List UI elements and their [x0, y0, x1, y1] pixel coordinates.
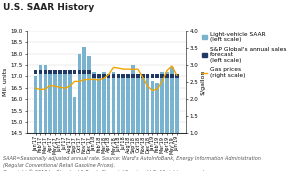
Bar: [78, 54, 81, 171]
Bar: [73, 97, 76, 171]
Text: Copyright © 2019 by Standard & Poor's Financial Services LLC. All rights reserve: Copyright © 2019 by Standard & Poor's Fi…: [3, 169, 205, 171]
Bar: [39, 65, 42, 171]
Bar: [68, 72, 71, 171]
Bar: [151, 81, 154, 171]
Bar: [151, 74, 154, 78]
Bar: [73, 70, 76, 74]
Bar: [165, 74, 169, 78]
Bar: [87, 70, 91, 74]
Bar: [131, 74, 135, 78]
Bar: [97, 76, 101, 171]
Bar: [170, 67, 174, 171]
Bar: [117, 76, 120, 171]
Bar: [34, 76, 37, 171]
Bar: [39, 70, 42, 74]
Bar: [155, 83, 159, 171]
Bar: [97, 74, 101, 78]
Text: SAAR=Seasonally adjusted annual rate. Source: Ward's AutoInfoBank, Energy Inform: SAAR=Seasonally adjusted annual rate. So…: [3, 156, 261, 161]
Bar: [146, 74, 149, 78]
Bar: [63, 70, 67, 74]
Bar: [136, 74, 140, 78]
Y-axis label: $/gallon: $/gallon: [201, 69, 206, 95]
Text: U.S. SAAR History: U.S. SAAR History: [3, 3, 94, 12]
Bar: [122, 76, 125, 171]
Bar: [117, 74, 120, 78]
Bar: [44, 70, 47, 74]
Bar: [136, 74, 140, 171]
Bar: [58, 72, 62, 171]
Bar: [160, 72, 164, 171]
Bar: [155, 74, 159, 78]
Bar: [83, 47, 86, 171]
Bar: [107, 74, 110, 171]
Bar: [112, 74, 115, 78]
Bar: [126, 74, 130, 78]
Legend: Light-vehicle SAAR
(left scale), S&P Global's annual sales
forecast
(left scale): Light-vehicle SAAR (left scale), S&P Glo…: [201, 32, 286, 78]
Bar: [141, 74, 145, 171]
Bar: [122, 74, 125, 78]
Bar: [48, 72, 52, 171]
Bar: [141, 74, 145, 78]
Bar: [44, 65, 47, 171]
Bar: [92, 72, 96, 171]
Bar: [83, 70, 86, 74]
Bar: [34, 70, 37, 74]
Bar: [58, 70, 62, 74]
Bar: [107, 74, 110, 78]
Bar: [175, 74, 178, 78]
Bar: [131, 65, 135, 171]
Bar: [175, 76, 178, 171]
Bar: [160, 74, 164, 78]
Bar: [146, 74, 149, 171]
Bar: [53, 72, 57, 171]
Bar: [165, 72, 169, 171]
Bar: [78, 70, 81, 74]
Bar: [87, 56, 91, 171]
Bar: [102, 72, 106, 171]
Bar: [102, 74, 106, 78]
Text: (Regular Conventional Retail Gasoline Prices).: (Regular Conventional Retail Gasoline Pr…: [3, 163, 115, 168]
Y-axis label: Mil. units: Mil. units: [3, 68, 8, 96]
Bar: [63, 72, 67, 171]
Bar: [53, 70, 57, 74]
Bar: [126, 76, 130, 171]
Bar: [112, 72, 115, 171]
Bar: [92, 74, 96, 78]
Bar: [68, 70, 71, 74]
Bar: [48, 70, 52, 74]
Bar: [170, 74, 174, 78]
